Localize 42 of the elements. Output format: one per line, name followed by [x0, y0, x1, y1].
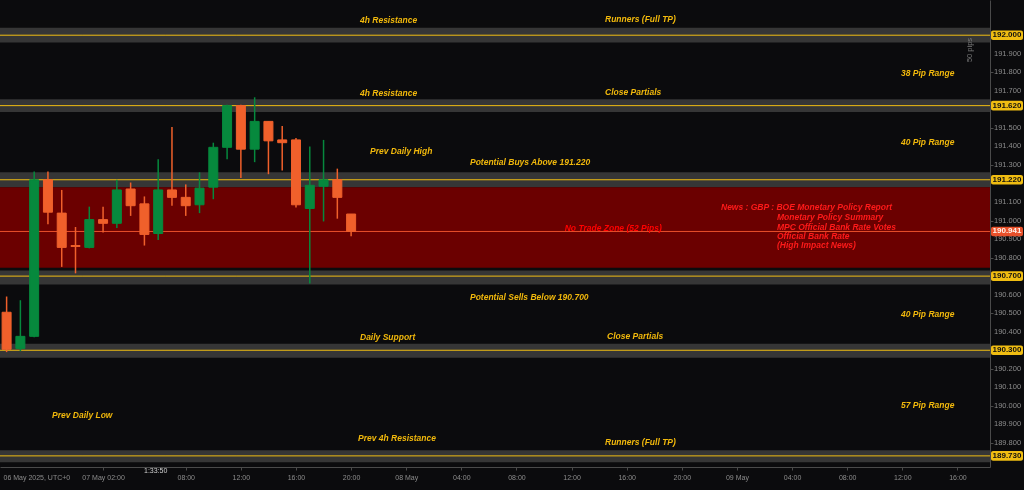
candlestick — [318, 139, 329, 223]
candlestick — [194, 171, 205, 214]
annotation: Daily Support — [360, 332, 417, 342]
candlestick — [277, 125, 288, 172]
annotation: No Trade Zone (52 Pips) — [564, 222, 663, 233]
candlestick — [125, 181, 136, 217]
annotation: MPC Official Bank Rate Votes — [777, 222, 897, 232]
candlestick — [332, 167, 343, 220]
annotation: Close Partials — [607, 331, 664, 341]
candlestick — [98, 205, 109, 234]
annotation: Runners (Full TP) — [605, 14, 676, 24]
candlestick — [70, 226, 81, 275]
candlestick — [304, 145, 315, 285]
annotation: Potential Buys Above 191.220 — [470, 157, 591, 167]
annotation: Monetary Policy Summary — [777, 212, 885, 222]
ref-line-label: 192.000 — [992, 30, 1023, 40]
annotation: 4h Resistance — [359, 88, 418, 98]
annotation: Prev 4h Resistance — [358, 433, 437, 443]
candlestick — [166, 126, 177, 207]
annotation: 57 Pip Range — [901, 400, 955, 410]
annotation: News : GBP : BOE Monetary Policy Report — [721, 202, 894, 212]
annotation: 38 Pip Range — [901, 68, 955, 78]
ref-line-label: 189.730 — [992, 450, 1023, 460]
ref-line-label: 190.941 — [992, 226, 1023, 236]
ref-line-label: 190.700 — [992, 271, 1023, 281]
annotation: (High Impact News) — [777, 240, 857, 250]
candlestick — [15, 299, 26, 352]
annotation: Close Partials — [605, 87, 662, 97]
candlestick — [263, 120, 274, 175]
ref-line-label: 191.620 — [992, 100, 1023, 110]
annotation: 40 Pip Range — [900, 137, 955, 147]
annotation: Prev Daily High — [370, 146, 433, 156]
annotation: Official Bank Rate — [777, 231, 850, 241]
annotation: Potential Sells Below 190.700 — [470, 292, 589, 302]
ref-line-label: 191.220 — [992, 174, 1023, 184]
annotation: Runners (Full TP) — [605, 437, 676, 447]
annotation: Prev Daily Low — [52, 410, 114, 420]
annotation: 4h Resistance — [359, 15, 418, 25]
candlestick — [346, 213, 357, 238]
candlestick — [180, 183, 191, 217]
ref-line-label: 190.300 — [992, 345, 1023, 355]
annotation: 40 Pip Range — [900, 309, 955, 319]
